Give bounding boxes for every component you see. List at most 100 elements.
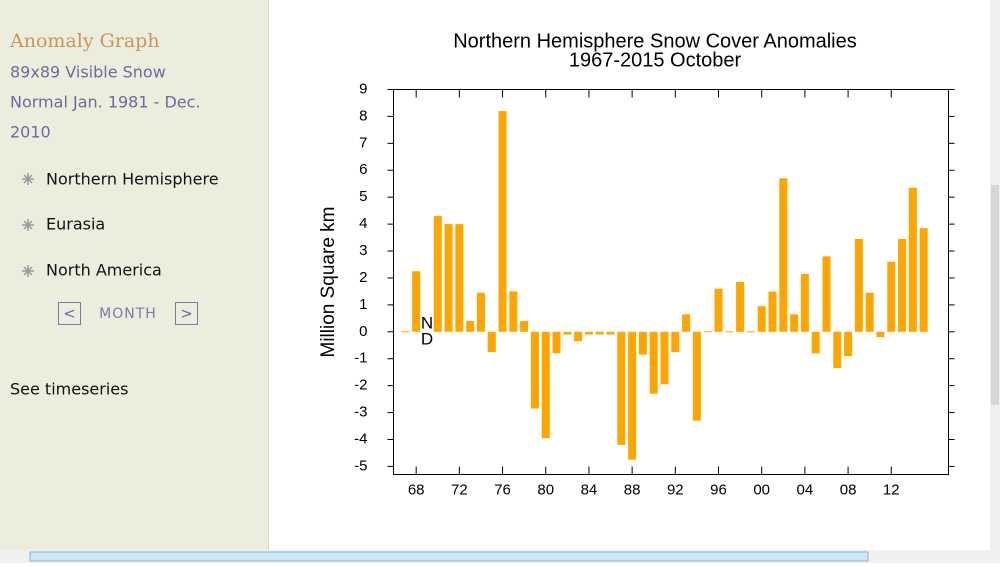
x-tick-label: 96: [710, 481, 727, 498]
bar: [692, 331, 701, 421]
annotation: N: [421, 313, 433, 332]
bar: [520, 321, 529, 332]
bar: [476, 292, 485, 332]
next-button-label[interactable]: >: [180, 305, 193, 323]
y-tick-label: -5: [354, 457, 367, 474]
bar: [736, 282, 745, 332]
x-tick-label: 12: [883, 481, 900, 498]
bar: [703, 331, 712, 333]
chart-title: Northern Hemisphere Snow Cover Anomalies: [453, 30, 857, 52]
bar: [541, 331, 550, 439]
menu-item[interactable]: Northern Hemisphere: [46, 170, 219, 189]
bar: [530, 331, 539, 409]
bar: [552, 331, 561, 354]
menu-item[interactable]: Eurasia: [46, 215, 105, 234]
y-tick-label: 4: [359, 215, 367, 232]
bar: [401, 331, 410, 333]
y-tick-label: -4: [354, 430, 367, 447]
bar: [498, 111, 507, 332]
y-tick-label: -3: [354, 404, 367, 421]
sidebar-line: 2010: [10, 123, 51, 142]
x-tick-label: 72: [451, 481, 468, 498]
plot-frame: [393, 89, 949, 475]
month-label: MONTH: [99, 306, 157, 322]
bar: [746, 331, 755, 333]
bar: [908, 187, 917, 332]
sidebar-title: Anomaly Graph: [9, 30, 160, 52]
bar: [617, 331, 626, 445]
bar: [790, 314, 799, 332]
bar: [487, 331, 496, 352]
prev-button[interactable]: [58, 302, 81, 325]
bar: [682, 314, 691, 332]
bar: [854, 238, 863, 332]
bar: [638, 331, 647, 355]
bar: [876, 331, 885, 338]
y-tick-label: 8: [359, 107, 367, 124]
bar: [509, 291, 518, 332]
x-tick-label: 00: [753, 481, 770, 498]
x-tick-label: 88: [624, 481, 641, 498]
bar: [725, 331, 734, 333]
x-tick-label: 08: [840, 481, 857, 498]
bar: [628, 331, 637, 460]
bar: [822, 256, 831, 332]
x-tick-label: 84: [581, 481, 598, 498]
x-tick-label: 68: [408, 481, 425, 498]
v-scroll-thumb[interactable]: [991, 185, 999, 405]
bar: [433, 216, 442, 332]
bar: [757, 306, 766, 332]
bar: [606, 331, 615, 335]
y-tick-label: 5: [359, 188, 367, 205]
timeseries-link[interactable]: See timeseries: [10, 380, 128, 399]
sidebar-line: Normal Jan. 1981 - Dec.: [10, 93, 201, 112]
bar: [574, 331, 583, 342]
sidebar-line: 89x89 Visible Snow: [10, 63, 166, 82]
y-tick-label: 1: [359, 296, 367, 313]
bar: [865, 292, 874, 332]
bar: [444, 224, 453, 332]
bar: [779, 178, 788, 332]
x-tick-label: 80: [537, 481, 554, 498]
bar: [649, 331, 658, 394]
bar: [833, 331, 842, 369]
bar: [714, 288, 723, 332]
y-tick-label: 6: [359, 161, 367, 178]
sidebar-bg: [0, 0, 268, 563]
x-tick-label: 04: [797, 481, 814, 498]
bar: [455, 224, 464, 332]
bar: [887, 261, 896, 332]
bar: [412, 271, 421, 332]
y-tick-label: -2: [354, 377, 367, 394]
bar: [595, 331, 604, 335]
prev-button-label[interactable]: <: [63, 305, 76, 323]
bar: [811, 331, 820, 354]
bar: [844, 331, 853, 357]
y-axis-label: Million Square km: [318, 207, 339, 358]
bar: [768, 291, 777, 332]
bar: [671, 331, 680, 352]
bar: [898, 238, 907, 332]
next-button[interactable]: [175, 302, 198, 325]
bar: [563, 331, 572, 335]
y-tick-label: -1: [354, 350, 367, 367]
bar: [466, 321, 475, 332]
menu-icon: [22, 173, 34, 277]
menu-item[interactable]: North America: [46, 261, 162, 280]
x-tick-label: 92: [667, 481, 684, 498]
bar: [660, 331, 669, 385]
y-tick-label: 7: [359, 134, 367, 151]
y-tick-label: 2: [359, 269, 367, 286]
annotation: D: [421, 329, 433, 348]
bar: [584, 331, 593, 335]
y-tick-label: 9: [359, 80, 367, 97]
bar: [919, 228, 928, 332]
bar: [800, 273, 809, 332]
h-scroll-thumb[interactable]: [29, 551, 869, 562]
x-tick-label: 76: [494, 481, 511, 498]
chart-subtitle: 1967-2015 October: [569, 49, 742, 71]
y-tick-label: 0: [359, 323, 367, 340]
